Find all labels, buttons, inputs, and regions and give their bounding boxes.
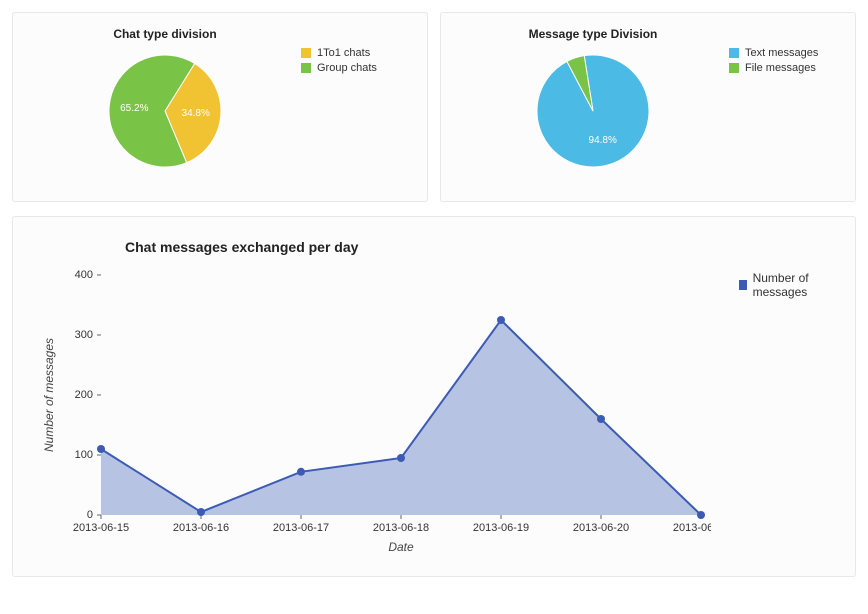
message-type-division-card: Message type Division 94.8% Text message… [440, 12, 856, 202]
message-type-title: Message type Division [457, 27, 839, 41]
x-tick-label: 2013-06-17 [273, 522, 329, 534]
data-point [697, 511, 705, 519]
legend-label: Group chats [317, 62, 377, 74]
legend-swatch [729, 48, 739, 58]
y-tick-label: 0 [87, 509, 93, 521]
legend-swatch [729, 63, 739, 73]
area-fill [101, 320, 701, 515]
x-tick-label: 2013-06-20 [573, 522, 629, 534]
x-tick-label: 2013-06-16 [173, 522, 229, 534]
legend-label: File messages [745, 62, 816, 74]
legend-label: Number of messages [753, 271, 839, 299]
legend-swatch [739, 280, 747, 290]
data-point [97, 445, 105, 453]
pie-pct-label: 34.8% [182, 108, 210, 119]
legend-item: File messages [729, 62, 839, 74]
chat-type-title: Chat type division [29, 27, 411, 41]
legend-swatch [301, 63, 311, 73]
legend-item: 1To1 chats [301, 47, 411, 59]
chat-type-pie: 34.8% 65.2% [95, 47, 235, 177]
pie-pct-label: 65.2% [120, 103, 148, 114]
data-point [197, 508, 205, 516]
legend-item: Group chats [301, 62, 411, 74]
x-tick-label: 2013-06-18 [373, 522, 429, 534]
y-tick-label: 200 [75, 389, 93, 401]
y-axis-label: Number of messages [42, 338, 56, 452]
messages-area-chart: 0 100 200 300 400 Number of messages 2013-06-1… [29, 265, 711, 557]
x-tick-label: 2013-06-21 [673, 522, 711, 534]
area-chart-legend: Number of messages [739, 265, 839, 302]
x-axis-label: Date [388, 540, 414, 554]
x-tick-label: 2013-06-19 [473, 522, 529, 534]
y-tick-label: 400 [75, 269, 93, 281]
data-point [297, 468, 305, 476]
legend-label: Text messages [745, 47, 818, 59]
x-tick-label: 2013-06-15 [73, 522, 129, 534]
area-chart-title: Chat messages exchanged per day [125, 239, 839, 255]
message-type-pie: 94.8% [523, 47, 663, 177]
pie-pct-label: 94.8% [589, 135, 617, 146]
data-point [397, 454, 405, 462]
legend-swatch [301, 48, 311, 58]
data-point [497, 316, 505, 324]
legend-item: Number of messages [739, 271, 839, 299]
message-type-legend: Text messages File messages [729, 47, 839, 77]
y-tick-label: 300 [75, 329, 93, 341]
data-point [597, 415, 605, 423]
chat-type-legend: 1To1 chats Group chats [301, 47, 411, 77]
legend-item: Text messages [729, 47, 839, 59]
messages-per-day-card: Chat messages exchanged per day 0 100 200 3… [12, 216, 856, 577]
y-tick-label: 100 [75, 449, 93, 461]
legend-label: 1To1 chats [317, 47, 370, 59]
chat-type-division-card: Chat type division 34.8% 65.2% 1To1 chats… [12, 12, 428, 202]
